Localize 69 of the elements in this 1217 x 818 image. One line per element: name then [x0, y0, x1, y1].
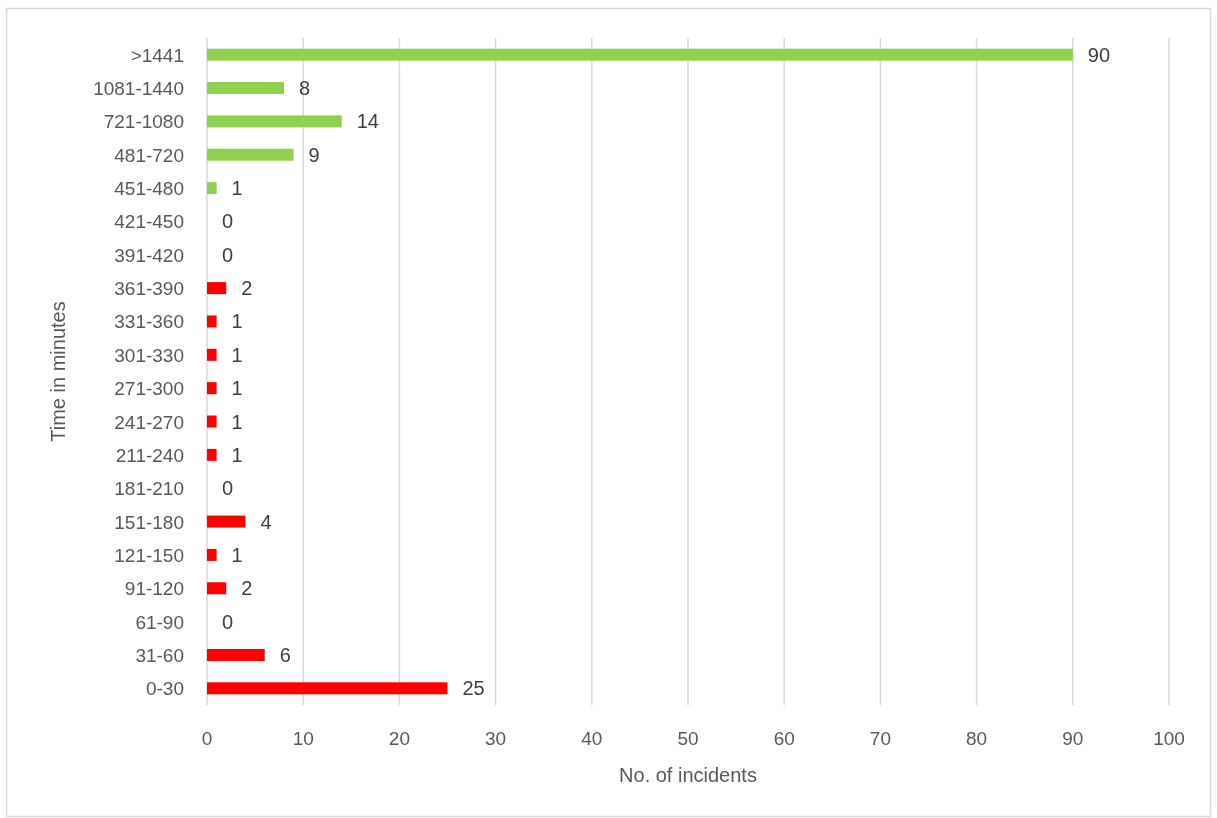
- y-tick-label: 241-270: [114, 411, 184, 433]
- data-label: 0: [222, 610, 234, 633]
- data-label: 2: [241, 277, 253, 300]
- x-tick-label: 50: [677, 728, 699, 749]
- y-tick-label: 181-210: [114, 478, 184, 500]
- data-label: 1: [231, 310, 243, 333]
- y-tick-label: 271-300: [114, 378, 184, 400]
- y-tick-label: 0-30: [145, 678, 184, 700]
- data-label: 1: [231, 410, 243, 433]
- bar: [207, 148, 294, 161]
- data-label: 1: [231, 343, 243, 366]
- y-tick-label: 91-120: [124, 578, 184, 600]
- data-label: 90: [1087, 43, 1111, 66]
- data-label: 0: [222, 477, 234, 500]
- y-tick-label: 301-330: [114, 344, 184, 366]
- x-tick-label: 10: [292, 728, 314, 749]
- bar: [207, 115, 342, 128]
- x-tick-label: 60: [773, 728, 795, 749]
- x-tick-label: 70: [869, 728, 891, 749]
- y-tick-label: 481-720: [114, 144, 184, 166]
- y-tick-label: 151-180: [114, 511, 184, 533]
- y-tick-label: 451-480: [114, 178, 184, 200]
- data-label: 6: [279, 643, 291, 666]
- bar: [207, 282, 227, 295]
- data-label: 2: [241, 577, 253, 600]
- data-label: 4: [260, 510, 272, 533]
- bar: [207, 515, 246, 528]
- x-tick-label: 30: [485, 728, 507, 749]
- data-label: 25: [462, 677, 485, 700]
- y-tick-label: 1081-1440: [93, 78, 184, 100]
- data-label: 9: [308, 143, 320, 166]
- bar: [207, 48, 1073, 61]
- data-label: 14: [356, 110, 379, 133]
- bar: [207, 315, 217, 328]
- y-tick-label: 31-60: [135, 644, 184, 666]
- y-axis-title: Time in minutes: [47, 301, 69, 442]
- x-tick-label: 0: [201, 728, 213, 749]
- bar: [207, 648, 265, 661]
- y-tick-label: 421-450: [114, 211, 184, 233]
- x-tick-label: 40: [581, 728, 603, 749]
- bar: [207, 548, 217, 561]
- y-tick-label: 61-90: [135, 611, 184, 633]
- bar: [207, 348, 217, 361]
- y-tick-label: 211-240: [115, 444, 184, 466]
- y-tick-label: 721-1080: [103, 111, 184, 133]
- data-label: 8: [298, 77, 311, 100]
- x-tick-label: 20: [388, 728, 410, 749]
- bar: [207, 682, 448, 695]
- x-tick-label: 80: [966, 728, 988, 749]
- bar: [207, 182, 217, 195]
- y-tick-label: 361-390: [114, 278, 184, 300]
- data-label: 0: [222, 210, 234, 233]
- data-label: 1: [231, 443, 243, 466]
- y-tick-label: 121-150: [114, 544, 184, 566]
- bar: [207, 415, 217, 428]
- y-tick-label: 391-420: [114, 244, 184, 266]
- x-tick-label: 90: [1062, 728, 1084, 749]
- bar: [207, 382, 217, 395]
- bar: [207, 82, 284, 95]
- bar: [207, 448, 217, 461]
- bar: [207, 582, 227, 595]
- data-label: 0: [222, 243, 234, 266]
- y-tick-label: >1441: [130, 44, 184, 66]
- data-label: 1: [231, 543, 243, 566]
- data-label: 1: [231, 177, 243, 200]
- data-label: 1: [231, 377, 243, 400]
- y-tick-label: 331-360: [114, 311, 184, 333]
- x-tick-label: 100: [1153, 728, 1185, 749]
- x-axis-title: No. of incidents: [619, 764, 757, 786]
